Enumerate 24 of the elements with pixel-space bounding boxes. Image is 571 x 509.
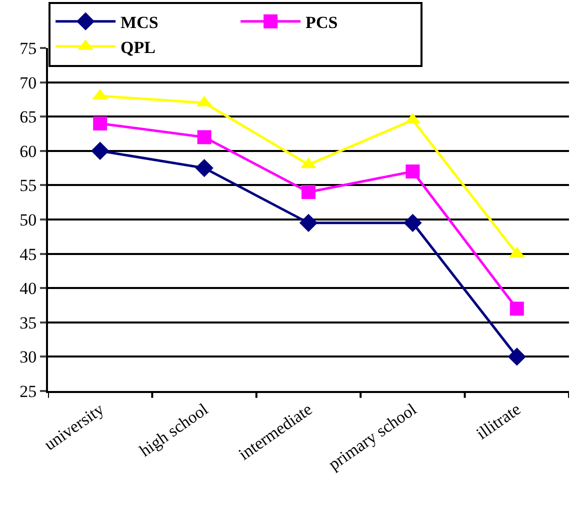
point [91, 142, 110, 160]
y-tick-label: 55 [20, 176, 37, 196]
point [197, 130, 212, 144]
y-tick-label: 40 [20, 279, 37, 298]
point [93, 116, 108, 130]
y-tick-label: 70 [20, 73, 37, 92]
y-tick-label: 75 [20, 38, 37, 58]
y-tick-label: 25 [20, 382, 37, 401]
point [299, 214, 318, 232]
y-tick-label: 50 [20, 210, 37, 230]
point [195, 158, 214, 178]
legend-label: PCS [306, 12, 338, 32]
y-tick-label: 45 [20, 244, 37, 264]
y-tick-label: 30 [20, 348, 37, 367]
point [406, 164, 420, 178]
point [404, 214, 422, 232]
point [510, 302, 524, 316]
y-tick-label: 60 [20, 142, 37, 161]
y-tick-label: 35 [20, 313, 37, 332]
point [302, 185, 316, 200]
y-tick-label: 65 [20, 108, 37, 127]
legend-label: MCS [120, 12, 158, 32]
point [508, 348, 526, 366]
legend-label: QPL [120, 38, 156, 58]
